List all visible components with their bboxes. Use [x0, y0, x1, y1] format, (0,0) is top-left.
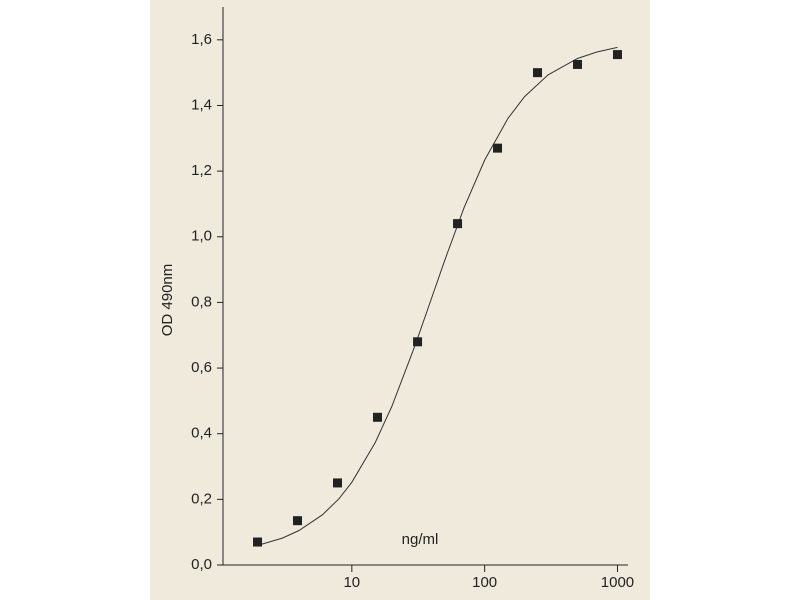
y-tick-label: 1,2: [191, 162, 212, 179]
y-tick-label: 0,4: [191, 425, 212, 442]
data-point: [612, 50, 622, 60]
y-axis-label: OD 490nm: [159, 264, 176, 337]
data-point: [253, 537, 263, 547]
y-tick-label: 0,6: [191, 359, 212, 376]
x-tick-label: 100: [472, 574, 497, 591]
y-tick-label: 1,6: [191, 31, 212, 48]
data-point: [493, 143, 503, 153]
data-point: [332, 478, 342, 488]
y-tick-label: 0,2: [191, 490, 212, 507]
x-tick-label: 1000: [601, 574, 634, 591]
paper: [150, 0, 650, 600]
y-tick-label: 1,4: [191, 96, 212, 113]
data-point: [453, 219, 463, 229]
y-tick-label: 0,8: [191, 293, 212, 310]
y-tick-label: 0,0: [191, 556, 212, 573]
data-point: [293, 516, 303, 526]
data-point: [572, 59, 582, 69]
data-point: [372, 412, 382, 422]
x-axis-label: ng/ml: [402, 531, 439, 548]
x-tick-label: 10: [343, 574, 360, 591]
y-tick-label: 1,0: [191, 228, 212, 245]
data-point: [413, 337, 423, 347]
data-point: [533, 68, 543, 78]
fit-curve: [258, 46, 618, 546]
